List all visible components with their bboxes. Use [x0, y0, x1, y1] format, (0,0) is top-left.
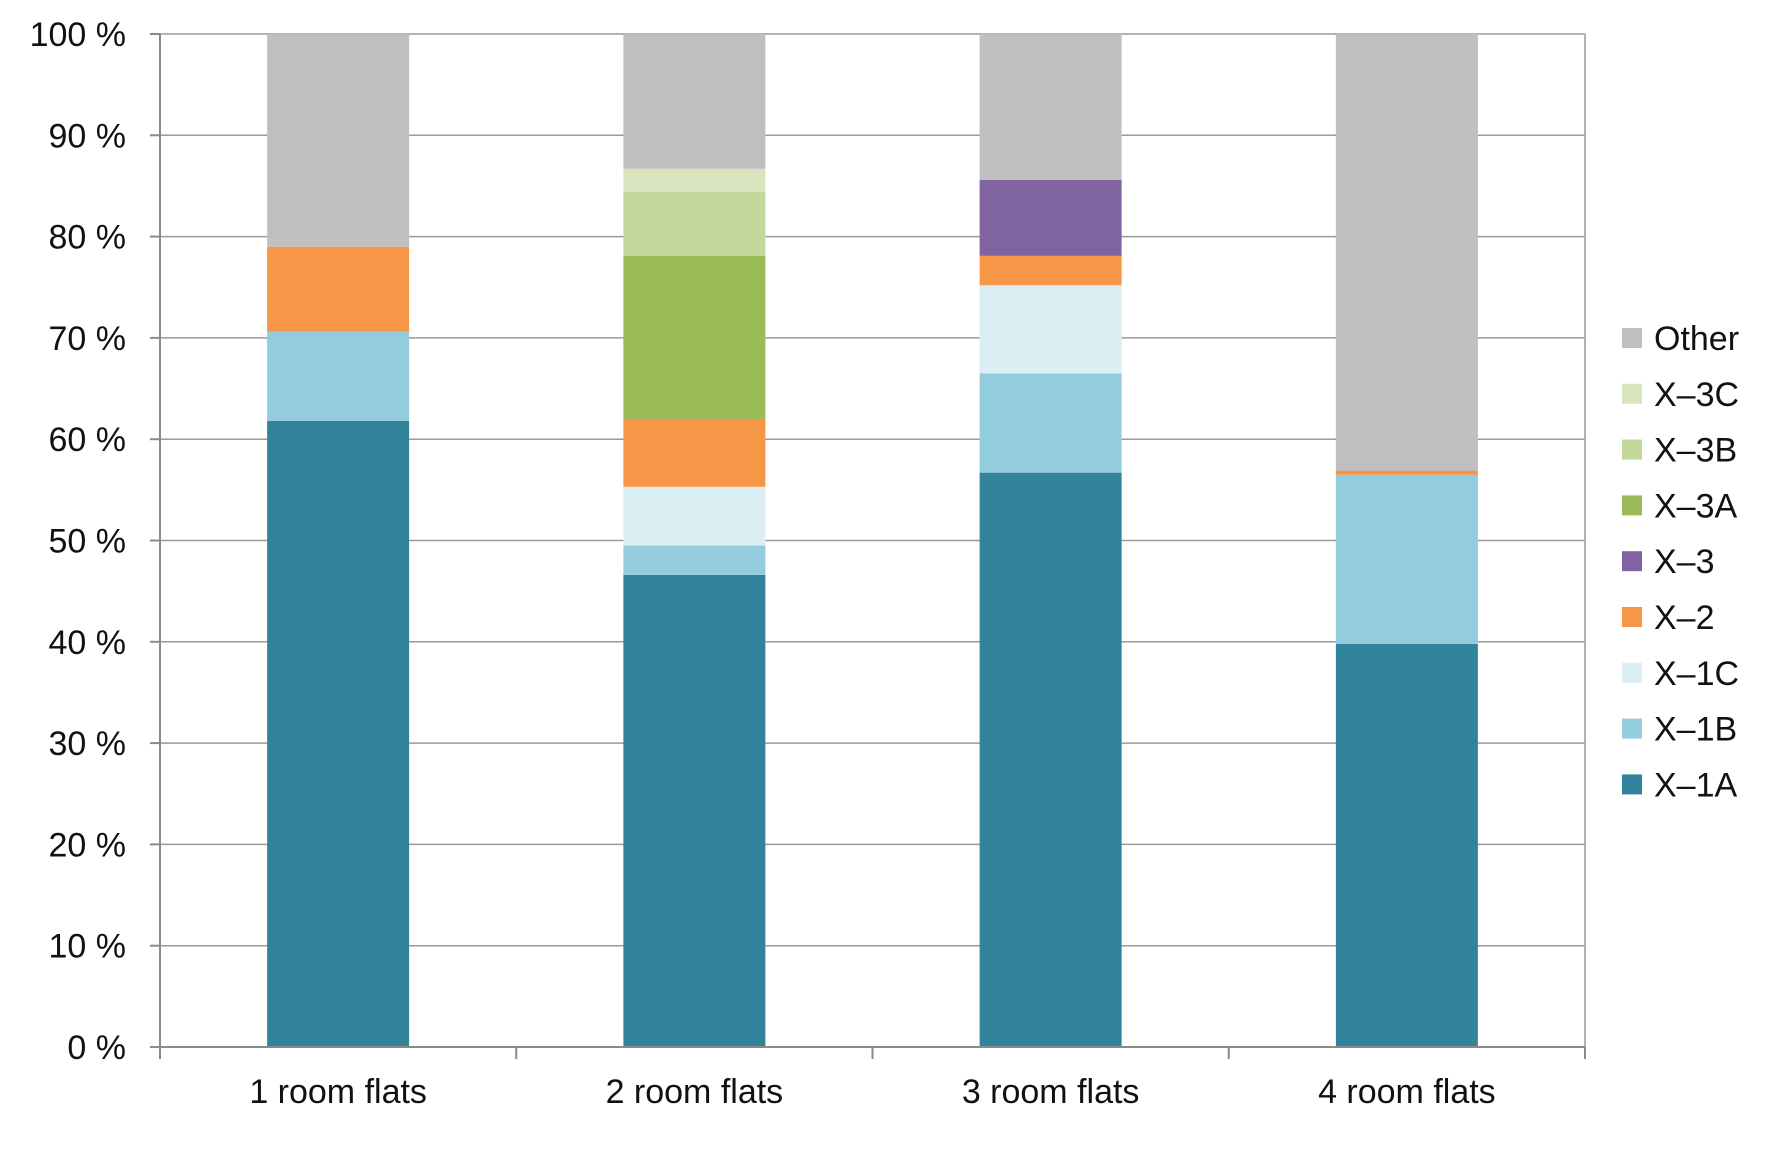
- legend-swatch: [1622, 383, 1642, 404]
- bar-segment: [267, 331, 410, 421]
- bar-segment: [623, 168, 766, 193]
- legend-label: Other: [1654, 320, 1739, 358]
- legend-label: X–3: [1654, 543, 1715, 581]
- y-tick-label: 60 %: [49, 421, 127, 459]
- bar-segment: [1335, 470, 1478, 475]
- legend-label: X–1B: [1654, 711, 1737, 749]
- legend-swatch: [1622, 551, 1642, 572]
- bars: [267, 34, 1478, 1047]
- x-category-label: 2 room flats: [606, 1073, 784, 1111]
- y-tick-label: 100 %: [30, 16, 126, 54]
- y-tick-label: 70 %: [49, 320, 127, 358]
- legend-swatch: [1622, 495, 1642, 516]
- bar-segment: [979, 472, 1122, 1047]
- bar-segment: [1335, 34, 1478, 471]
- bar-segment: [623, 574, 766, 1047]
- x-axis-categories: 1 room flats 2 room flats 3 room flats 4 ro…: [249, 1073, 1495, 1111]
- bar-segment: [623, 255, 766, 419]
- y-tick-label: 90 %: [49, 117, 127, 155]
- bar-segment: [623, 192, 766, 256]
- legend-label: X–1A: [1654, 766, 1737, 804]
- bar-segment: [267, 34, 410, 247]
- bar-segment: [979, 285, 1122, 374]
- legend-label: X–3A: [1654, 487, 1737, 525]
- legend-swatch: [1622, 328, 1642, 348]
- legend-swatch: [1622, 774, 1642, 795]
- legend-label: X–1C: [1654, 655, 1739, 693]
- y-axis-ticks: 0 % 10 % 20 % 30 % 40 % 50 % 60 % 70 % 80 % 90 % 1…: [30, 16, 126, 1067]
- x-category-label: 1 room flats: [249, 1073, 427, 1111]
- x-category-label: 4 room flats: [1318, 1073, 1496, 1111]
- bar-segment: [623, 486, 766, 546]
- legend-label: X–3C: [1654, 376, 1739, 414]
- legend-swatch: [1622, 662, 1642, 683]
- legend-label: X–3B: [1654, 432, 1737, 470]
- legend-label: X–2: [1654, 599, 1715, 637]
- y-tick-label: 30 %: [49, 725, 127, 763]
- bar-segment: [1335, 643, 1478, 1047]
- bar-segment: [1335, 474, 1478, 644]
- bar-segment: [267, 420, 410, 1047]
- legend-swatch: [1622, 439, 1642, 460]
- y-tick-label: 80 %: [49, 219, 127, 257]
- bar-segment: [979, 373, 1122, 473]
- y-tick-label: 50 %: [49, 523, 127, 561]
- bar-segment: [979, 34, 1122, 180]
- bar-segment: [623, 34, 766, 169]
- bar-segment: [267, 246, 410, 332]
- y-tick-label: 10 %: [49, 928, 127, 966]
- axes: [150, 33, 1586, 1059]
- legend-swatch: [1622, 718, 1642, 739]
- bar-segment: [979, 255, 1122, 286]
- bar-segment: [623, 545, 766, 575]
- y-tick-label: 40 %: [49, 624, 127, 662]
- bar-segment: [979, 179, 1122, 256]
- legend-swatch: [1622, 607, 1642, 627]
- x-category-label: 3 room flats: [962, 1073, 1140, 1111]
- legend: Other X–3C X–3B X–3A X–3 X–2 X–1C X–1B X–1A: [1622, 320, 1739, 804]
- y-tick-label: 0 %: [67, 1029, 126, 1067]
- y-tick-label: 20 %: [49, 826, 127, 864]
- bar-segment: [623, 418, 766, 487]
